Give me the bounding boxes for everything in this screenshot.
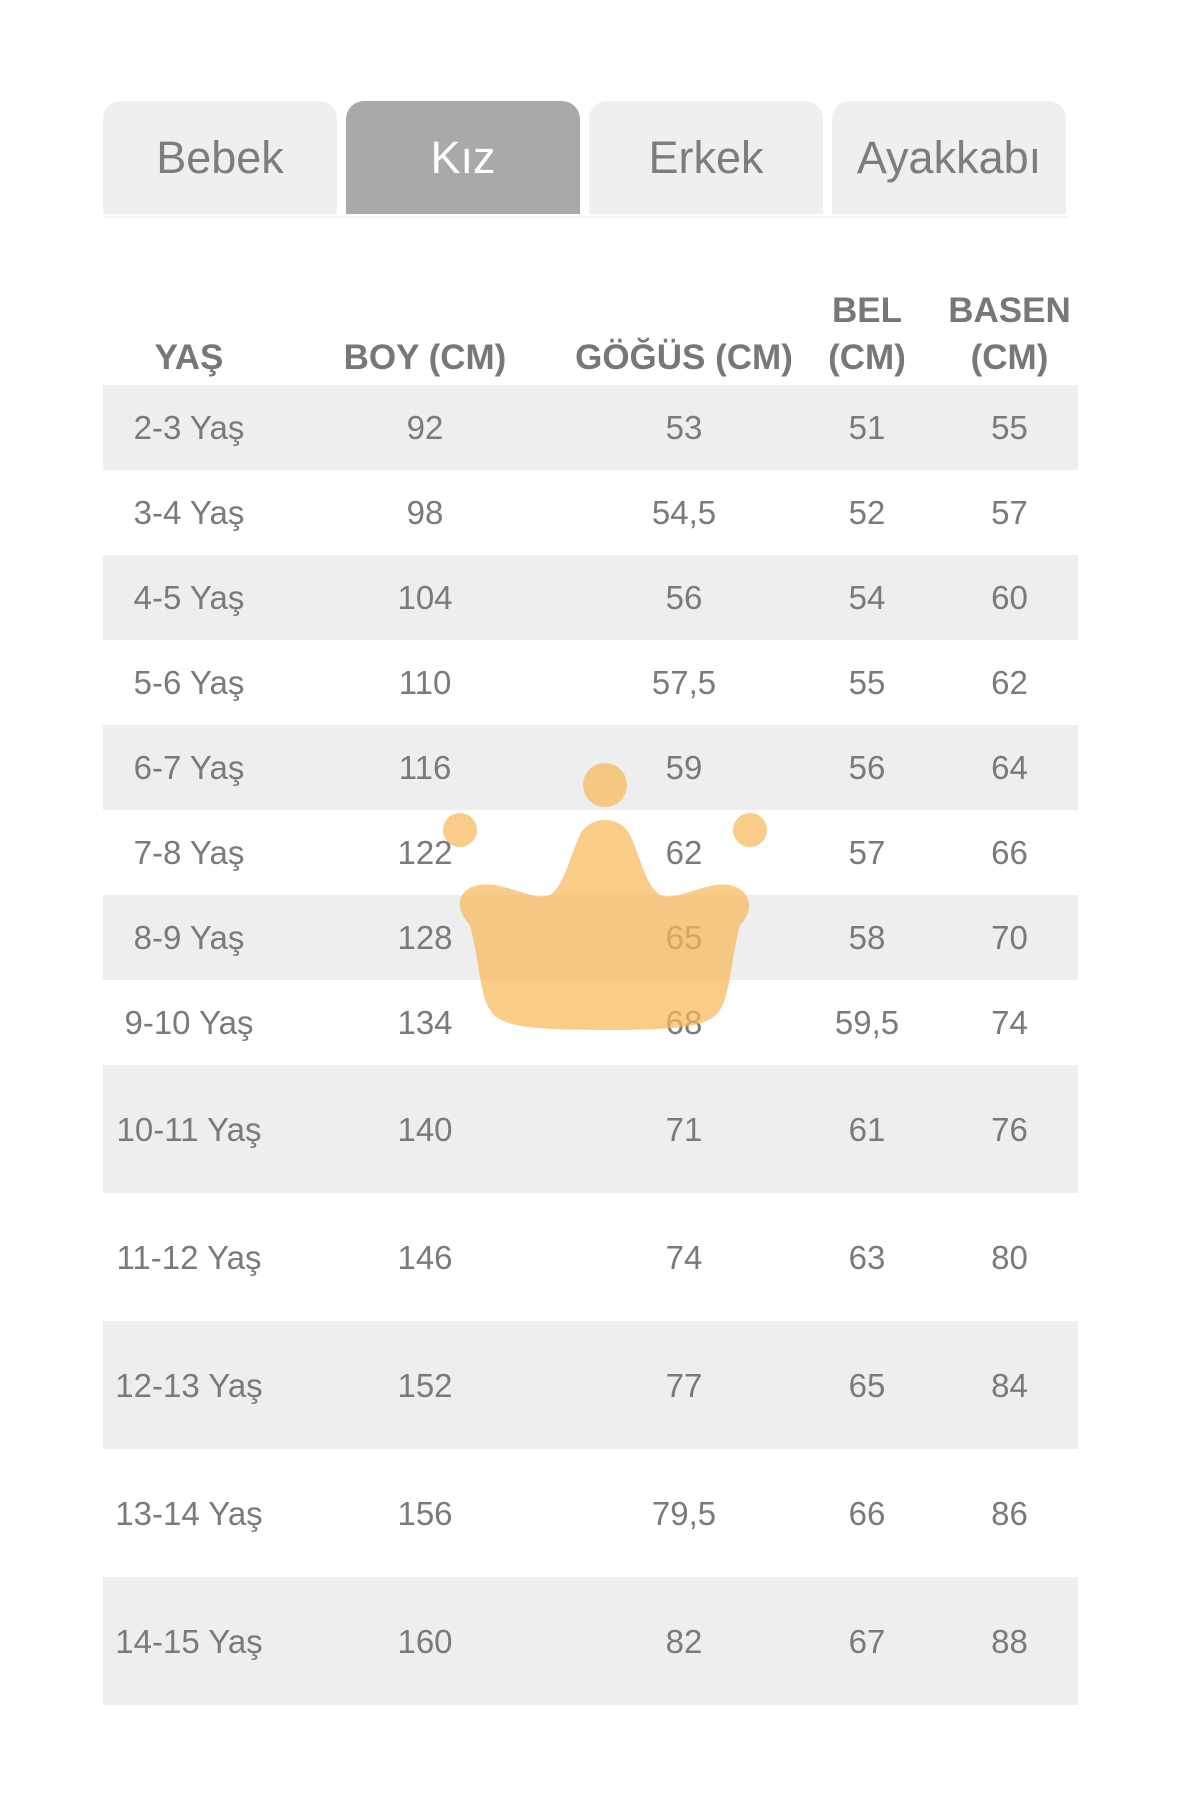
hip-cell: 55 (991, 409, 1028, 446)
table-row: 6-7 Yaş 116 59 56 64 (103, 725, 1078, 810)
chest-cell: 57,5 (651, 664, 717, 701)
height-cell: 134 (397, 1004, 453, 1041)
waist-cell: 65 (848, 1366, 886, 1404)
table-row: 7-8 Yaş 122 62 57 66 (103, 810, 1078, 895)
header-waist: BEL (CM) (828, 291, 906, 377)
hip-cell: 84 (991, 1366, 1028, 1404)
table-row: 13-14 Yaş 156 79,5 66 86 (103, 1449, 1078, 1577)
waist-cell: 54 (848, 579, 886, 616)
hip-cell: 66 (991, 834, 1028, 871)
age-cell: 3-4 Yaş (133, 494, 245, 531)
table-row: 3-4 Yaş 98 54,5 52 57 (103, 470, 1078, 555)
chest-cell: 56 (665, 579, 703, 616)
tab-erkek[interactable]: Erkek (589, 101, 823, 214)
chest-cell: 54,5 (651, 494, 717, 531)
chest-cell: 68 (665, 1004, 703, 1041)
waist-cell: 58 (848, 919, 886, 956)
age-cell: 9-10 Yaş (124, 1004, 254, 1041)
hip-cell: 62 (991, 664, 1028, 701)
waist-cell: 55 (848, 664, 886, 701)
height-cell: 140 (397, 1110, 453, 1148)
tab-ayakkabi[interactable]: Ayakkabı (832, 101, 1066, 214)
height-cell: 146 (397, 1238, 453, 1276)
chest-cell: 62 (665, 834, 703, 871)
table-row: 10-11 Yaş 140 71 61 76 (103, 1065, 1078, 1193)
hip-cell: 76 (991, 1110, 1028, 1148)
age-cell: 14-15 Yaş (115, 1622, 263, 1660)
waist-cell: 57 (848, 834, 886, 871)
hip-cell: 74 (991, 1004, 1028, 1041)
table-row: 2-3 Yaş 92 53 51 55 (103, 385, 1078, 470)
height-cell: 152 (397, 1366, 453, 1404)
waist-cell: 61 (848, 1110, 886, 1148)
height-cell: 98 (406, 494, 444, 531)
table-row: 5-6 Yaş 110 57,5 55 62 (103, 640, 1078, 725)
age-cell: 6-7 Yaş (133, 749, 245, 786)
waist-cell: 67 (848, 1622, 886, 1660)
age-cell: 11-12 Yaş (116, 1238, 262, 1276)
chest-cell: 82 (665, 1622, 703, 1660)
age-cell: 2-3 Yaş (133, 409, 245, 446)
waist-cell: 66 (848, 1494, 886, 1532)
chest-cell: 71 (665, 1110, 703, 1148)
age-cell: 10-11 Yaş (116, 1110, 262, 1148)
age-cell: 13-14 Yaş (115, 1494, 263, 1532)
age-cell: 7-8 Yaş (133, 834, 245, 871)
age-cell: 12-13 Yaş (115, 1366, 263, 1404)
height-cell: 116 (398, 749, 452, 786)
category-tabs: Bebek Kız Erkek Ayakkabı (103, 101, 1067, 218)
table-row: 12-13 Yaş 152 77 65 84 (103, 1321, 1078, 1449)
chest-cell: 77 (665, 1366, 703, 1404)
waist-cell: 51 (848, 409, 886, 446)
waist-cell: 63 (848, 1238, 886, 1276)
hip-cell: 64 (991, 749, 1028, 786)
waist-cell: 59,5 (834, 1004, 900, 1041)
table-row: 14-15 Yaş 160 82 67 88 (103, 1577, 1078, 1705)
table-row: 9-10 Yaş 134 68 59,5 74 (103, 980, 1078, 1065)
height-cell: 160 (397, 1622, 453, 1660)
hip-cell: 70 (991, 919, 1028, 956)
header-height: BOY (CM) (343, 338, 507, 377)
table-row: 11-12 Yaş 146 74 63 80 (103, 1193, 1078, 1321)
height-cell: 156 (397, 1494, 453, 1532)
height-cell: 128 (397, 919, 453, 956)
age-cell: 4-5 Yaş (133, 579, 245, 616)
waist-cell: 52 (848, 494, 886, 531)
height-cell: 92 (406, 409, 444, 446)
hip-cell: 88 (991, 1622, 1028, 1660)
height-cell: 110 (398, 664, 452, 701)
hip-cell: 60 (991, 579, 1028, 616)
header-hip: BASEN (CM) (948, 291, 1071, 377)
hip-cell: 80 (991, 1238, 1028, 1276)
header-chest: GÖĞÜS (CM) (575, 338, 793, 377)
height-cell: 122 (397, 834, 453, 871)
chest-cell: 65 (665, 919, 703, 956)
hip-cell: 57 (991, 494, 1028, 531)
tab-kiz[interactable]: Kız (346, 101, 580, 214)
chest-cell: 79,5 (651, 1494, 717, 1532)
chest-cell: 59 (665, 749, 703, 786)
hip-cell: 86 (991, 1494, 1028, 1532)
waist-cell: 56 (848, 749, 886, 786)
age-cell: 5-6 Yaş (133, 664, 245, 701)
header-age: YAŞ (154, 338, 224, 377)
table-row: 8-9 Yaş 128 65 58 70 (103, 895, 1078, 980)
tab-bebek[interactable]: Bebek (103, 101, 337, 214)
chest-cell: 74 (665, 1238, 703, 1276)
table-row: 4-5 Yaş 104 56 54 60 (103, 555, 1078, 640)
table-header-row: YAŞ BOY (CM) GÖĞÜS (CM) BEL (CM) BASEN (… (103, 277, 1078, 385)
height-cell: 104 (397, 579, 453, 616)
size-chart-table: YAŞ BOY (CM) GÖĞÜS (CM) BEL (CM) BASEN (… (103, 277, 1078, 1705)
chest-cell: 53 (665, 409, 703, 446)
age-cell: 8-9 Yaş (133, 919, 245, 956)
